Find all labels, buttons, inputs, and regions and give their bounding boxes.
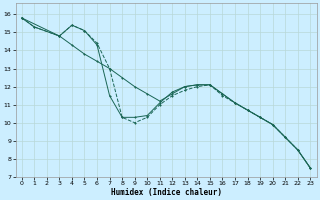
X-axis label: Humidex (Indice chaleur): Humidex (Indice chaleur) [110, 188, 221, 197]
